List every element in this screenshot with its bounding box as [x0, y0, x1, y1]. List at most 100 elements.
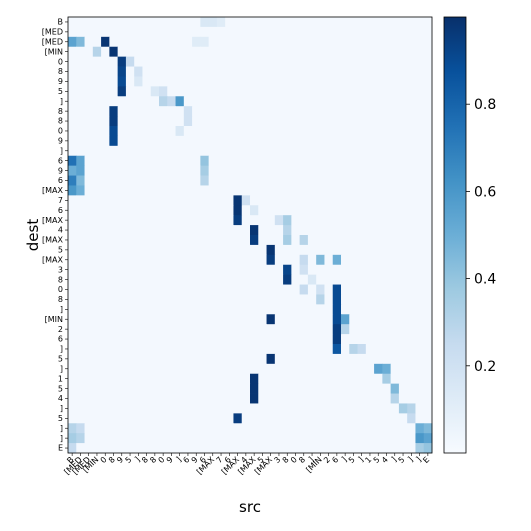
heatmap-cell — [382, 235, 392, 246]
heatmap-cell — [283, 126, 292, 137]
heatmap-cell — [167, 294, 176, 305]
heatmap-cell — [76, 403, 85, 414]
heatmap-cell — [150, 126, 160, 137]
heatmap-cell — [423, 433, 433, 444]
heatmap-cell — [101, 383, 110, 394]
heatmap-cell — [398, 423, 408, 434]
heatmap-cell — [208, 17, 218, 28]
heatmap-cell — [175, 175, 185, 186]
heatmap-cell — [283, 56, 292, 67]
heatmap-cell — [250, 106, 259, 117]
heatmap-cell — [374, 235, 383, 246]
heatmap-cell — [415, 195, 425, 206]
heatmap-cell — [216, 26, 226, 38]
heatmap-cell — [274, 116, 284, 127]
heatmap-cell — [283, 304, 292, 315]
heatmap-cell — [291, 225, 301, 236]
heatmap-cell — [92, 46, 102, 58]
heatmap-cell — [159, 175, 168, 186]
x-axis-label: src — [239, 498, 261, 516]
heatmap-cell — [250, 423, 259, 434]
heatmap-cell — [316, 353, 325, 365]
heatmap-cell — [324, 443, 334, 454]
heatmap-cell — [68, 314, 77, 325]
heatmap-cell — [233, 235, 243, 246]
heatmap-cell — [68, 244, 77, 256]
heatmap-cell — [341, 393, 350, 404]
heatmap-cell — [407, 264, 416, 276]
heatmap-cell — [374, 324, 383, 335]
heatmap-cell — [225, 96, 234, 107]
heatmap-cell — [150, 195, 160, 206]
heatmap-cell — [250, 353, 259, 365]
heatmap-cell — [175, 383, 185, 394]
heatmap-cell — [415, 36, 425, 48]
heatmap-cell — [208, 383, 218, 394]
heatmap-cell — [258, 215, 267, 226]
heatmap-cell — [134, 443, 143, 454]
x-tick-label: 5 — [123, 455, 133, 465]
heatmap-cell — [117, 334, 127, 345]
heatmap-cell — [307, 76, 317, 87]
heatmap-cell — [175, 126, 185, 137]
heatmap-cell — [125, 225, 135, 236]
heatmap-cell — [341, 274, 350, 285]
heatmap-cell — [398, 403, 408, 414]
heatmap-cell — [101, 244, 110, 256]
heatmap-cell — [241, 244, 251, 256]
heatmap-cell — [332, 155, 342, 167]
heatmap-cell — [101, 264, 110, 276]
heatmap-cell — [208, 344, 218, 355]
heatmap-cell — [142, 76, 152, 87]
heatmap-cell — [159, 126, 168, 137]
heatmap-cell — [374, 284, 383, 295]
heatmap-cell — [390, 86, 400, 97]
heatmap-cell — [266, 294, 276, 305]
heatmap-cell — [208, 443, 218, 454]
heatmap-cell — [266, 205, 276, 216]
heatmap-cell — [92, 135, 102, 147]
heatmap-cell — [390, 314, 400, 325]
heatmap-cell — [324, 314, 334, 325]
heatmap-cell — [274, 324, 284, 335]
heatmap-cell — [291, 86, 301, 97]
heatmap-cell — [407, 225, 416, 236]
heatmap-cell — [324, 17, 334, 28]
heatmap-cell — [283, 314, 292, 325]
heatmap-cell — [84, 403, 94, 414]
heatmap-cell — [68, 264, 77, 276]
heatmap-cell — [398, 334, 408, 345]
heatmap-cell — [216, 56, 226, 67]
heatmap-cell — [332, 185, 342, 196]
heatmap-cell — [167, 36, 176, 48]
heatmap-cell — [84, 334, 94, 345]
heatmap-cell — [357, 175, 367, 186]
heatmap-cell — [415, 393, 425, 404]
heatmap-cell — [291, 76, 301, 87]
heatmap-cell — [68, 36, 77, 48]
heatmap-cell — [92, 195, 102, 206]
heatmap-cell — [266, 76, 276, 87]
heatmap-cell — [324, 324, 334, 335]
heatmap-cell — [84, 106, 94, 117]
heatmap-cell — [258, 175, 267, 186]
heatmap-cell — [407, 135, 416, 147]
heatmap-cell — [134, 413, 143, 424]
heatmap-cell — [175, 116, 185, 127]
heatmap-cell — [398, 373, 408, 385]
heatmap-cell — [142, 254, 152, 266]
heatmap-cell — [125, 284, 135, 295]
heatmap-cell — [390, 284, 400, 295]
heatmap-cell — [142, 344, 152, 355]
heatmap-cell — [142, 264, 152, 276]
y-tick-label: 0 — [58, 285, 63, 294]
x-tick-label: ] — [390, 455, 399, 464]
x-tick-label: 0 — [157, 455, 167, 465]
heatmap-cell — [398, 413, 408, 424]
heatmap-cell — [183, 145, 193, 157]
heatmap-cell — [134, 393, 143, 404]
y-tick-label: 5 — [58, 87, 63, 96]
heatmap-cell — [208, 145, 218, 157]
heatmap-cell — [423, 96, 433, 107]
heatmap-cell — [266, 17, 276, 28]
